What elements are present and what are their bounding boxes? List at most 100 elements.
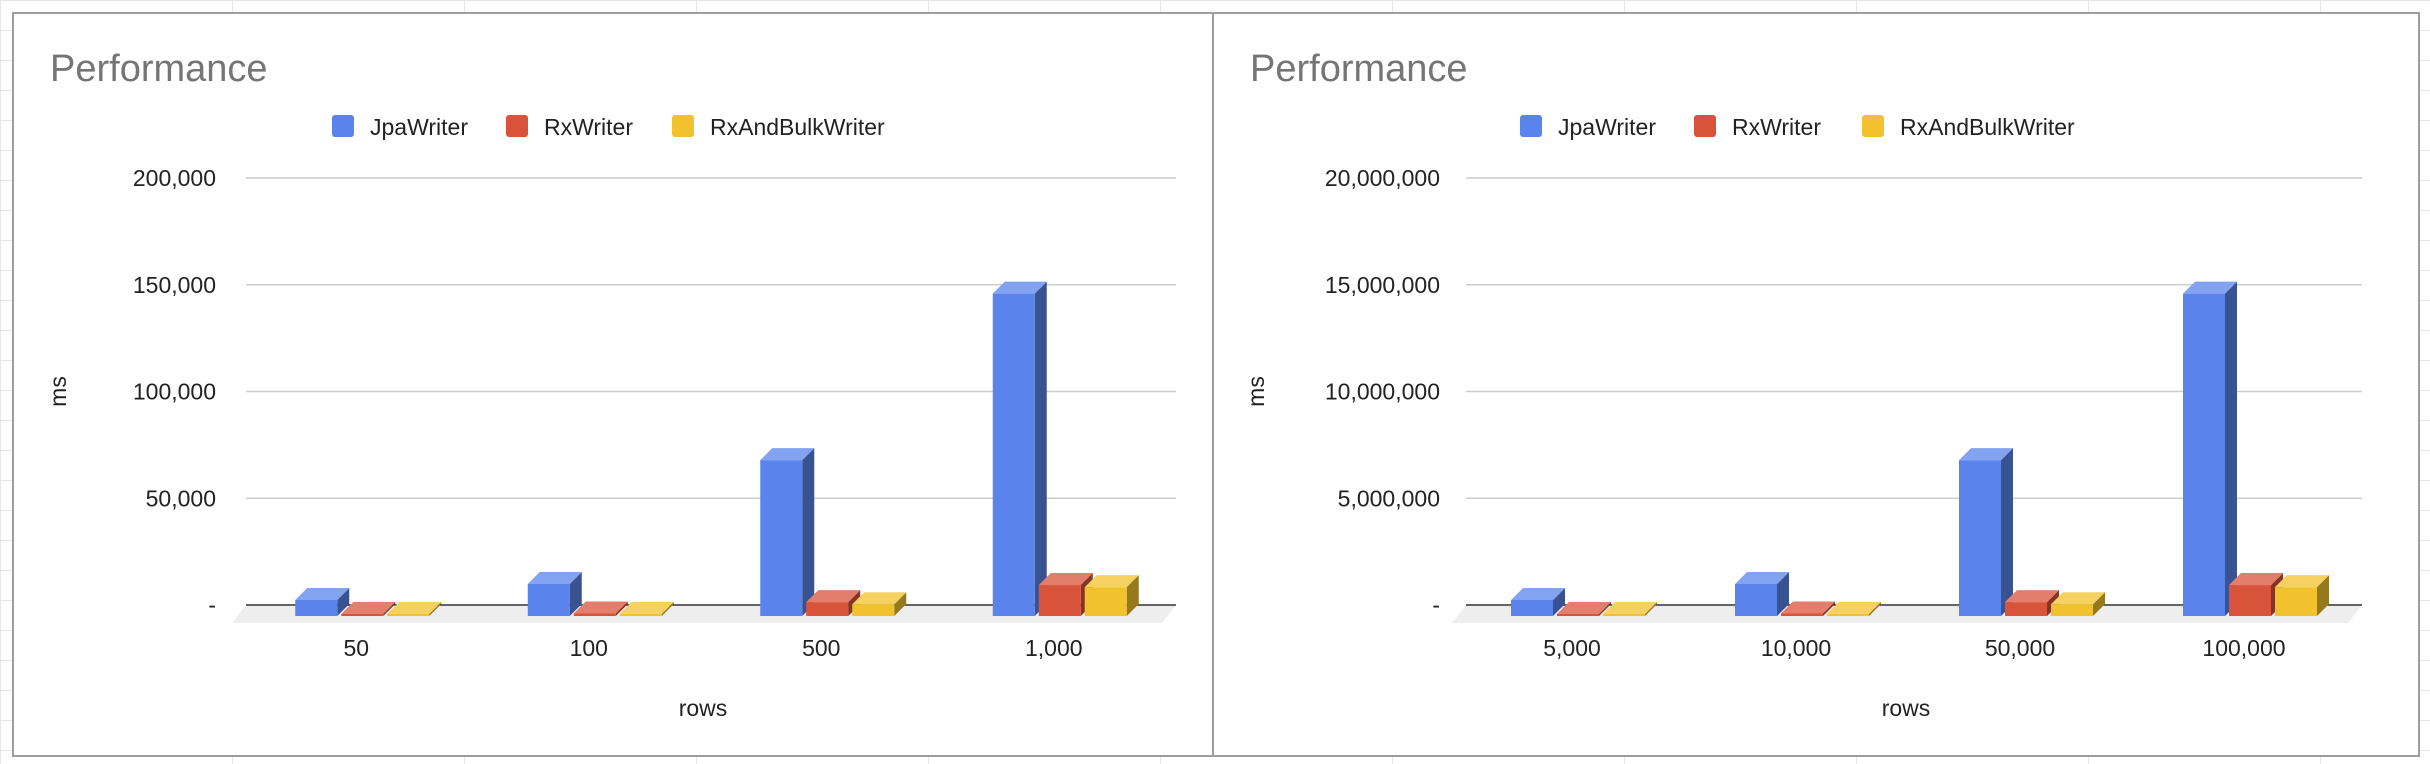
chart-title: Performance <box>50 48 268 90</box>
bar-side <box>661 601 674 616</box>
bar <box>1603 602 1657 616</box>
bar-top <box>1557 602 1611 614</box>
bar-side <box>2225 281 2237 616</box>
bar-side <box>1034 281 1047 616</box>
bar-front <box>760 460 803 616</box>
legend-label: JpaWriter <box>1558 114 1656 140</box>
y-tick-label: 10,000,000 <box>1325 379 1440 405</box>
bar <box>1781 601 1835 616</box>
x-tick-label: 5,000 <box>1543 635 1601 661</box>
legend: JpaWriter RxWriter RxAndBulkWriter <box>1520 114 2075 140</box>
bar-front <box>619 613 662 616</box>
bar-top <box>2275 575 2329 588</box>
y-tick-label: - <box>1432 592 1440 618</box>
bar-top <box>1781 601 1835 614</box>
legend-swatch <box>506 115 528 137</box>
bar-top <box>1959 448 2013 461</box>
y-tick-label: - <box>208 592 216 618</box>
bar-top <box>1827 601 1881 614</box>
bar-side <box>337 587 350 616</box>
chart-panel-right[interactable]: Performance JpaWriter RxWriter RxAndBulkWr… <box>1212 12 2420 757</box>
bar-front <box>1557 614 1599 616</box>
bar-front <box>1959 460 2001 616</box>
bar-front <box>295 599 338 616</box>
bar-top <box>2005 590 2059 603</box>
chart-floor <box>1452 605 2362 623</box>
bar-side <box>1645 602 1657 616</box>
bar-front <box>341 614 384 616</box>
y-tick-label: 20,000,000 <box>1325 165 1440 191</box>
y-tick-label: 15,000,000 <box>1325 272 1440 298</box>
bar-front <box>1827 613 1869 616</box>
bar-top <box>341 602 396 614</box>
bar <box>387 602 442 616</box>
chart-floor <box>232 605 1176 623</box>
legend-swatch <box>332 115 354 137</box>
bar-front <box>852 604 895 616</box>
bar-top <box>1603 602 1657 614</box>
chart-plot-left: JpaWriter RxWriter RxAndBulkWriter - 50,000 1… <box>45 114 1176 721</box>
x-tick-label: 50,000 <box>1985 635 2055 661</box>
chart-panel-left[interactable]: Performance JpaWriter RxWriter RxAndBulkWr… <box>12 12 1214 757</box>
bar-top <box>527 571 582 584</box>
y-axis-title: ms <box>45 376 71 407</box>
bar <box>760 448 815 616</box>
y-tick-label: 5,000,000 <box>1338 485 1440 511</box>
bar-top <box>295 587 350 600</box>
bar-top <box>573 601 628 614</box>
bar-front <box>1735 583 1777 616</box>
legend-label: RxAndBulkWriter <box>1900 114 2075 140</box>
x-axis-title: rows <box>679 695 728 721</box>
y-tick-label: 150,000 <box>133 272 216 298</box>
legend-swatch <box>1520 115 1542 137</box>
bar <box>341 602 396 616</box>
bar-front <box>2183 293 2225 616</box>
bar-front <box>992 293 1035 616</box>
bar-top <box>2051 592 2105 605</box>
bar-front <box>1038 585 1081 616</box>
bar <box>992 281 1047 616</box>
bar-front <box>387 614 430 616</box>
bar-top <box>852 592 907 605</box>
legend-swatch <box>1694 115 1716 137</box>
bar-side <box>1126 575 1139 616</box>
bar-front <box>527 583 570 616</box>
bar-top <box>1511 587 1565 600</box>
bar-side <box>1869 601 1881 616</box>
x-tick-label: 50 <box>343 635 369 661</box>
bar <box>295 587 350 616</box>
bar <box>1511 587 1565 616</box>
y-tick-label: 50,000 <box>146 485 216 511</box>
bar-front <box>2229 585 2271 616</box>
bar <box>527 571 582 616</box>
y-tick-label: 100,000 <box>133 379 216 405</box>
bar-side <box>429 602 442 616</box>
bar <box>1557 602 1611 616</box>
bar-side <box>1599 602 1611 616</box>
bar <box>573 601 628 616</box>
bar-front <box>1084 587 1127 616</box>
bar-top <box>1084 575 1139 588</box>
y-tick-label: 200,000 <box>133 165 216 191</box>
bar-side <box>894 592 907 616</box>
legend-swatch <box>1862 115 1884 137</box>
bar-side <box>2001 448 2013 616</box>
bar-side <box>1777 571 1789 616</box>
bar-side <box>1823 601 1835 616</box>
bar-side <box>569 571 582 616</box>
bar-front <box>1781 613 1823 616</box>
bar <box>1084 575 1139 616</box>
bar-side <box>2093 592 2105 616</box>
legend-label: RxWriter <box>544 114 633 140</box>
legend-label: RxWriter <box>1732 114 1821 140</box>
bar-front <box>2275 587 2317 616</box>
bar-front <box>2051 604 2093 616</box>
bar <box>2229 573 2283 616</box>
bar-side <box>383 602 396 616</box>
x-tick-label: 10,000 <box>1761 635 1831 661</box>
legend-label: JpaWriter <box>370 114 468 140</box>
bar-front <box>573 613 616 616</box>
bar <box>2183 281 2237 616</box>
bar-top <box>1038 573 1093 586</box>
bar-top <box>2183 281 2237 294</box>
